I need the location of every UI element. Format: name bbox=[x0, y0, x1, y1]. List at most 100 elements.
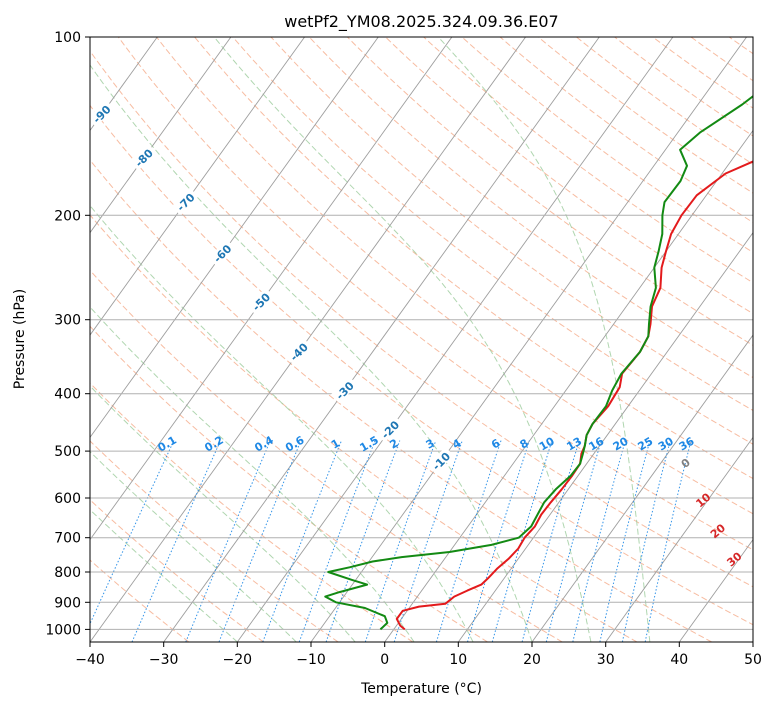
profiles bbox=[324, 94, 753, 631]
mixing-ratio-line bbox=[393, 440, 463, 642]
isotherm-line bbox=[384, 129, 753, 642]
isotherm-line bbox=[0, 37, 10, 642]
x-tick-label: 50 bbox=[744, 652, 762, 668]
dry-adiabat-line bbox=[90, 325, 488, 642]
dry-adiabat-line bbox=[614, 37, 753, 137]
isotherm-line bbox=[678, 538, 753, 642]
chart-title: wetPf2_YM08.2025.324.09.36.E07 bbox=[284, 12, 558, 32]
isotherm-line bbox=[90, 37, 232, 234]
y-tick-label: 600 bbox=[54, 491, 81, 507]
isotherm-line bbox=[752, 641, 753, 642]
y-tick-label: 1000 bbox=[45, 622, 81, 638]
moist-adiabat-line bbox=[437, 37, 651, 642]
mixing-ratio-line bbox=[644, 440, 692, 642]
mixing-ratio-label: 6 bbox=[489, 436, 502, 451]
dry-adiabat-line bbox=[423, 37, 753, 284]
isotherm-label-bg bbox=[247, 287, 274, 315]
temperature-profile bbox=[395, 160, 753, 631]
mixing-ratio-line bbox=[572, 440, 626, 642]
isotherm-line bbox=[90, 37, 453, 541]
plot-frame bbox=[89, 36, 754, 643]
dry-adiabat-line bbox=[537, 37, 753, 194]
dewpoint-profile bbox=[324, 94, 753, 631]
dry-adiabat-line bbox=[232, 37, 753, 445]
dry-adiabat-line bbox=[90, 50, 753, 588]
x-tick-label: −40 bbox=[75, 652, 105, 668]
x-axis-title: Temperature (°C) bbox=[360, 681, 482, 697]
x-tick-label: 40 bbox=[670, 652, 688, 668]
dry-adiabat-line bbox=[90, 440, 339, 642]
mixing-ratio-line bbox=[325, 440, 401, 642]
mixing-ratio-label: 8 bbox=[518, 437, 531, 452]
mixing-ratio-line bbox=[467, 440, 530, 642]
x-tick-label: 0 bbox=[380, 652, 389, 668]
isotherm-label-bg bbox=[90, 100, 115, 127]
x-tick-label: 20 bbox=[523, 652, 541, 668]
dry-adiabat-line bbox=[499, 37, 753, 224]
isotherm-line bbox=[605, 436, 753, 642]
isotherm-label: -100 bbox=[49, 52, 78, 81]
dry-adiabat-line bbox=[308, 37, 753, 379]
isotherms bbox=[0, 37, 753, 642]
dry-adiabat-line bbox=[90, 104, 753, 626]
dry-adiabats bbox=[90, 37, 753, 642]
isotherm-line bbox=[457, 231, 753, 642]
mixing-ratio-lines bbox=[90, 440, 692, 642]
isotherm-label-bg bbox=[208, 239, 236, 267]
moist-adiabat-label: 10 bbox=[693, 490, 713, 510]
x-tick-label: −10 bbox=[296, 652, 326, 668]
dry-adiabat-line bbox=[347, 37, 753, 346]
mixing-ratio-line bbox=[364, 440, 437, 642]
isotherm-line bbox=[163, 37, 600, 642]
moist-adiabat-label: 40 bbox=[750, 575, 770, 595]
plot-area: -100-90-80-70-60-50-40-30-20-10 0.1 0.2 0.… bbox=[0, 37, 770, 642]
y-axis-title: Pressure (hPa) bbox=[12, 289, 28, 389]
moist-adiabat-line bbox=[90, 385, 356, 642]
y-tick-label: 500 bbox=[54, 444, 81, 460]
y-tick-label: 400 bbox=[54, 387, 81, 403]
dry-adiabat-line bbox=[117, 37, 753, 551]
dry-adiabat-line bbox=[156, 37, 753, 515]
mixing-ratio-line bbox=[90, 440, 175, 625]
moist-adiabat-line bbox=[90, 450, 297, 642]
isotherm-line bbox=[236, 37, 674, 642]
dry-adiabat-line bbox=[90, 269, 563, 642]
isotherm-line bbox=[310, 37, 747, 642]
dry-adiabat-line bbox=[90, 499, 264, 642]
mixing-ratio-line bbox=[185, 440, 271, 642]
isotherm-label-bg bbox=[427, 447, 454, 474]
mixing-ratio-line bbox=[131, 440, 221, 642]
moist-adiabat-line bbox=[90, 306, 415, 642]
y-tick-label: 200 bbox=[54, 208, 81, 224]
y-axis: 100 200 300 400 500 600 700 800 900 1000 bbox=[45, 30, 90, 638]
isotherm-line bbox=[90, 37, 379, 439]
x-tick-label: 30 bbox=[597, 652, 615, 668]
y-tick-label: 700 bbox=[54, 531, 81, 547]
x-axis: −40 −30 −20 −10 0 10 20 30 40 50 bbox=[75, 642, 762, 668]
dry-adiabat-line bbox=[385, 37, 753, 315]
isotherm-label-bg bbox=[48, 52, 75, 79]
isotherm-line bbox=[531, 334, 753, 642]
moist-adiabat-line bbox=[90, 509, 238, 642]
x-tick-label: 10 bbox=[449, 652, 467, 668]
moist-adiabat-label: 0 bbox=[679, 456, 693, 471]
pressure-gridlines bbox=[90, 37, 753, 630]
y-tick-label: 100 bbox=[54, 30, 81, 46]
mixing-ratio-line bbox=[218, 440, 302, 642]
x-tick-label: −20 bbox=[223, 652, 253, 668]
dry-adiabat-line bbox=[90, 159, 712, 642]
mixing-ratio-line bbox=[262, 440, 342, 642]
dry-adiabat-line bbox=[461, 37, 753, 253]
moist-adiabat-line bbox=[90, 64, 533, 642]
mixing-ratio-line bbox=[621, 440, 671, 642]
mixing-ratio-label: 4 bbox=[450, 436, 463, 451]
y-tick-label: 300 bbox=[54, 313, 81, 329]
mixing-ratio-line bbox=[435, 440, 502, 642]
isotherm-label-bg bbox=[284, 337, 312, 365]
isotherm-label-bg bbox=[129, 143, 157, 171]
x-tick-label: −30 bbox=[149, 652, 179, 668]
isotherm-line bbox=[90, 37, 305, 336]
dry-adiabat-line bbox=[270, 37, 753, 412]
dry-adiabat-line bbox=[90, 382, 414, 642]
